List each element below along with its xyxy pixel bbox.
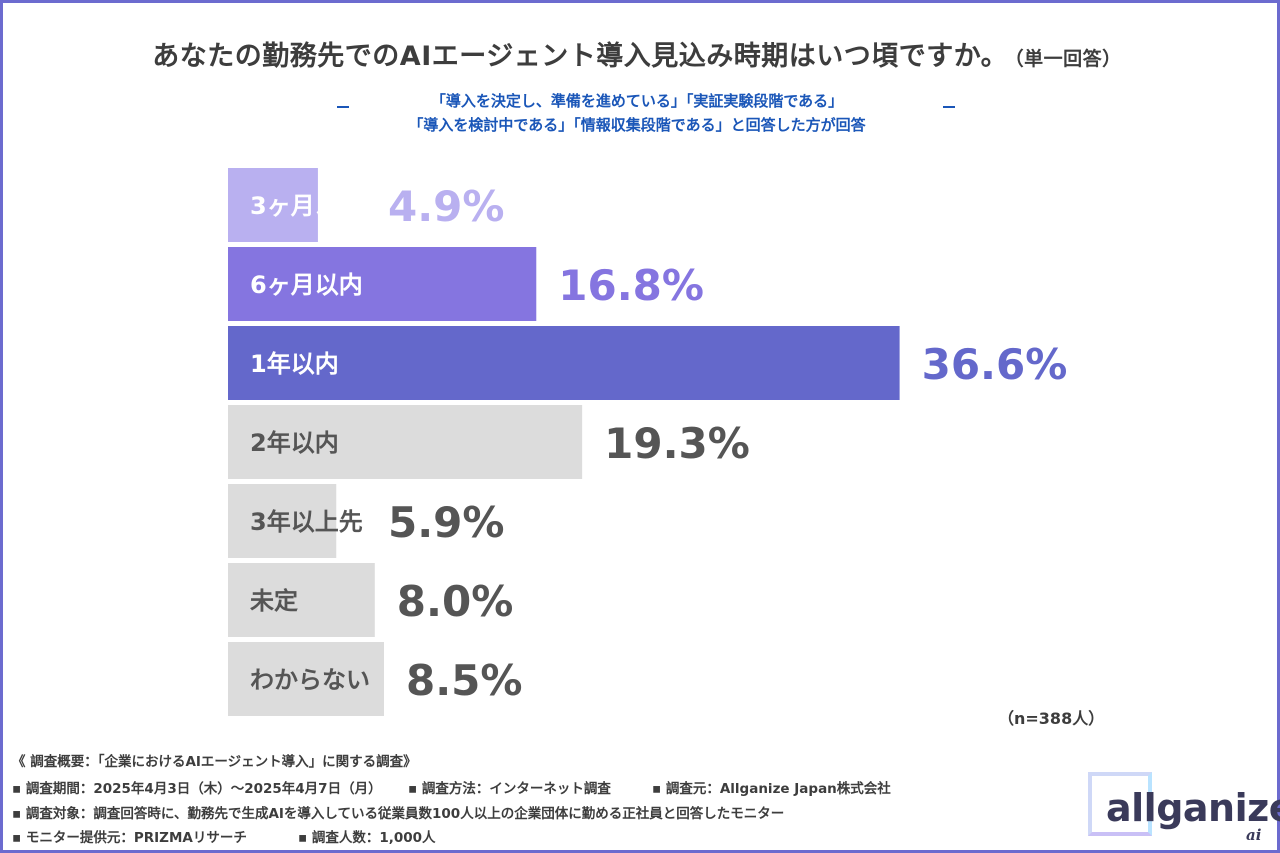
value-label-5: 5.9% [388,498,504,547]
value-label-7: 8.5% [406,656,522,705]
logo-mark [1088,772,1152,836]
category-label-7: わからない [250,666,370,694]
bar-4 [228,405,583,479]
category-label-1: 3ヶ月以内 [250,192,363,220]
subtitle-dash-left [337,106,349,108]
bar-5 [228,484,337,558]
bar-1 [228,168,318,242]
sample-size: （n=388人） [998,709,1105,728]
value-label-6: 8.0% [397,577,513,626]
bar-7 [228,642,384,716]
footer-period: ▪ 調査期間：2025年4月3日（木）〜2025年4月7日（月） [12,781,382,797]
bar-6 [228,563,375,637]
logo-text: allganize [1106,786,1280,830]
footer-method: ▪ 調査方法：インターネット調査 [408,781,611,797]
category-label-4: 2年以内 [250,429,339,457]
footer-count: ▪ 調査人数：1,000人 [298,830,436,846]
value-label-1: 4.9% [388,182,504,231]
footer-target: ▪ 調査対象：調査回答時に、勤務先で生成AIを導入している従業員数100人以上の… [12,806,785,822]
subtitle-line-2: 「導入を検討中である」「情報収集段階である」と回答した方が回答 [408,116,866,134]
footer-source: ▪ 調査元：Allganize Japan株式会社 [652,781,891,797]
footer-heading: 《 調査概要：「企業におけるAIエージェント導入」に関する調査》 [12,754,417,770]
category-label-5: 3年以上先 [250,508,363,536]
subtitle-dash-right [943,106,955,108]
logo-ai-mark: ai [1246,826,1262,844]
category-label-3: 1年以内 [250,350,339,378]
bar-2 [228,247,537,321]
category-label-2: 6ヶ月以内 [250,271,363,299]
title-unit: （単一回答） [1014,48,1122,70]
chart-title: あなたの勤務先でのAIエージェント導入見込み時期はいつ頃ですか。 （単一回答） [0,34,1274,73]
value-label-4: 19.3% [604,419,750,468]
value-label-2: 16.8% [558,261,704,310]
bar-3 [228,326,900,400]
title-text: あなたの勤務先でのAIエージェント導入見込み時期はいつ頃ですか。 [152,41,1009,72]
subtitle-line-1: 「導入を決定し、準備を進めている」「実証実験段階である」 [430,92,844,110]
footer-panel: ▪ モニター提供元：PRIZMAリサーチ [12,830,247,846]
category-label-6: 未定 [250,587,298,615]
value-label-3: 36.6% [922,340,1068,389]
